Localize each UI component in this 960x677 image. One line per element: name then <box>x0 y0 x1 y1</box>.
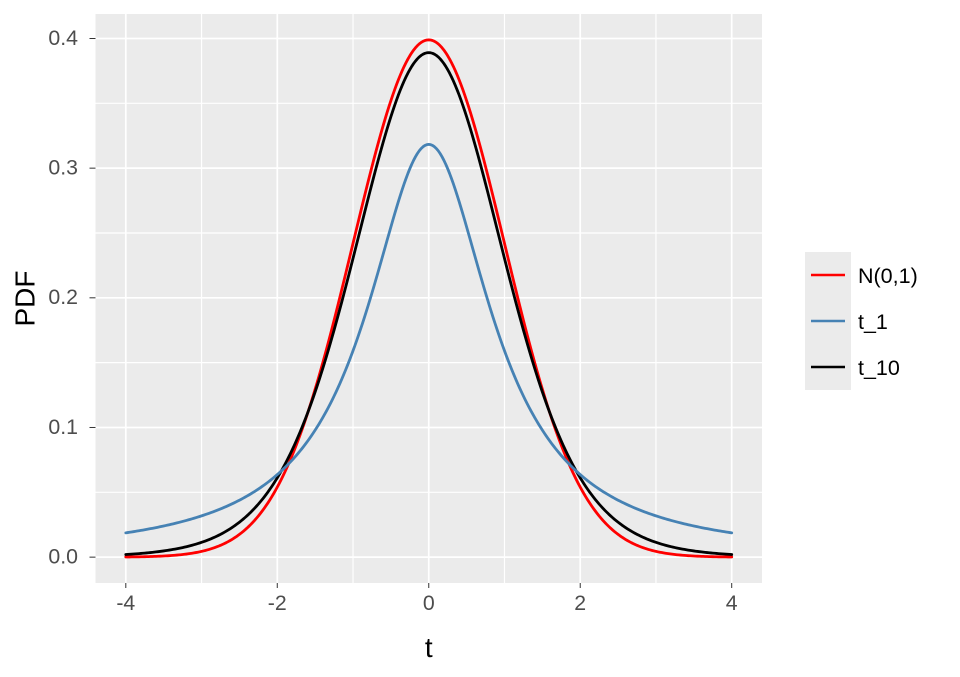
svg-text:t_10: t_10 <box>858 356 900 380</box>
svg-text:t: t <box>425 632 433 663</box>
svg-text:2: 2 <box>574 591 586 615</box>
svg-text:0.2: 0.2 <box>48 285 78 309</box>
svg-text:-4: -4 <box>116 591 135 615</box>
svg-text:N(0,1): N(0,1) <box>858 264 918 288</box>
svg-text:t_1: t_1 <box>858 310 888 334</box>
svg-text:0: 0 <box>423 591 435 615</box>
svg-text:0.1: 0.1 <box>48 415 78 439</box>
svg-text:-2: -2 <box>268 591 287 615</box>
svg-text:0.4: 0.4 <box>48 26 78 50</box>
svg-text:0.0: 0.0 <box>48 545 78 569</box>
svg-text:PDF: PDF <box>9 271 40 327</box>
svg-text:0.3: 0.3 <box>48 156 78 180</box>
svg-text:4: 4 <box>726 591 738 615</box>
